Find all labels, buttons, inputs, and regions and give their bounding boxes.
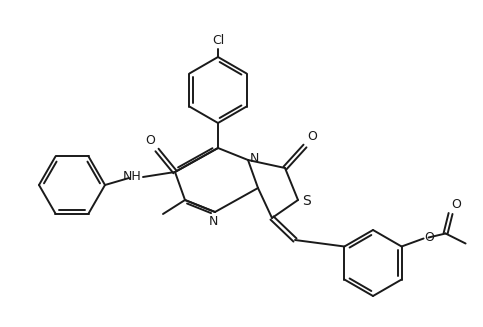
Text: S: S	[302, 194, 311, 208]
Text: N: N	[208, 215, 218, 228]
Text: N: N	[250, 152, 259, 165]
Text: O: O	[425, 231, 434, 244]
Text: Cl: Cl	[212, 34, 224, 47]
Text: O: O	[307, 130, 317, 143]
Text: O: O	[145, 134, 155, 147]
Text: O: O	[452, 198, 461, 211]
Text: NH: NH	[123, 169, 142, 182]
